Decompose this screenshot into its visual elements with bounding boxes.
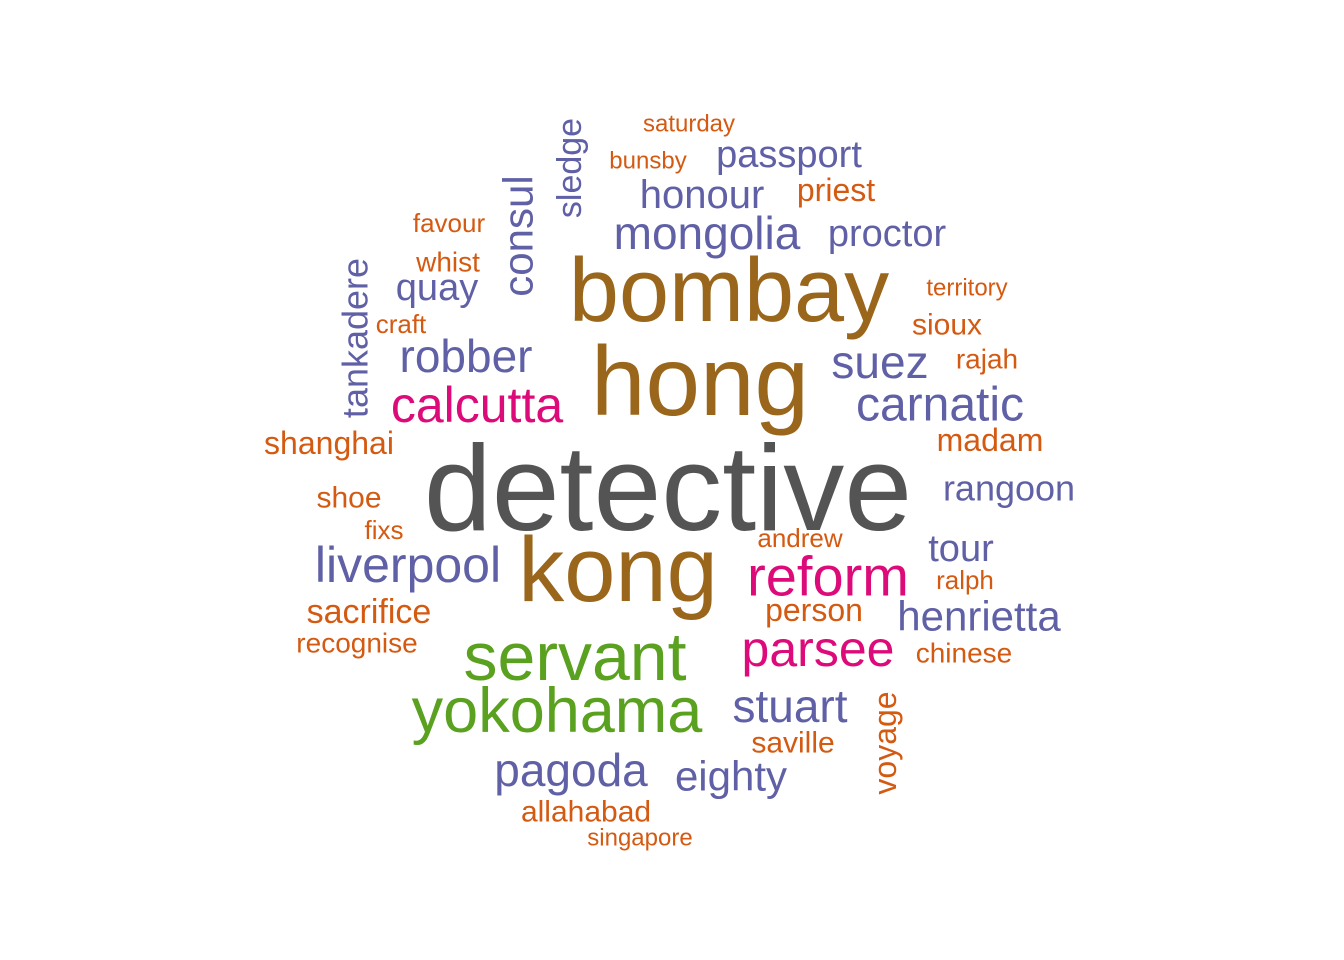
word-yokohama: yokohama <box>412 676 704 746</box>
word-servant: servant <box>464 619 687 695</box>
word-shanghai: shanghai <box>264 425 394 461</box>
word-suez: suez <box>831 336 928 388</box>
word-quay: quay <box>396 267 478 309</box>
word-whist: whist <box>415 247 480 278</box>
word-carnatic: carnatic <box>856 379 1024 432</box>
word-priest: priest <box>797 172 875 208</box>
word-andrew: andrew <box>757 523 842 553</box>
word-tankadere: tankadere <box>335 258 376 418</box>
word-saville: saville <box>751 727 834 760</box>
word-rajah: rajah <box>956 344 1018 375</box>
word-consul: consul <box>495 175 542 296</box>
word-sledge: sledge <box>551 118 589 218</box>
word-hong: hong <box>591 326 809 436</box>
word-voyage: voyage <box>867 691 903 794</box>
word-saturday: saturday <box>643 111 735 138</box>
word-robber: robber <box>400 330 533 382</box>
word-proctor: proctor <box>828 213 947 255</box>
word-stuart: stuart <box>732 680 847 732</box>
word-favour: favour <box>413 208 486 238</box>
word-bunsby: bunsby <box>609 148 686 175</box>
word-sacrifice: sacrifice <box>307 593 432 631</box>
word-eighty: eighty <box>675 753 787 800</box>
word-passport: passport <box>716 134 862 176</box>
word-parsee: parsee <box>742 621 895 677</box>
word-allahabad: allahabad <box>521 796 651 829</box>
word-sioux: sioux <box>912 309 982 342</box>
word-shoe: shoe <box>316 482 381 515</box>
word-ralph: ralph <box>936 565 994 595</box>
word-mongolia: mongolia <box>614 207 801 259</box>
word-madam: madam <box>937 422 1044 458</box>
word-craft: craft <box>376 309 427 339</box>
word-honour: honour <box>640 173 765 217</box>
word-fixs: fixs <box>365 515 404 545</box>
word-chinese: chinese <box>916 638 1013 669</box>
word-bombay: bombay <box>569 241 889 341</box>
word-liverpool: liverpool <box>315 537 501 593</box>
word-singapore: singapore <box>587 825 692 852</box>
word-reform: reform <box>747 545 909 608</box>
word-kong: kong <box>518 519 718 621</box>
word-calcutta: calcutta <box>391 377 564 433</box>
word-detective: detective <box>424 420 912 556</box>
word-pagoda: pagoda <box>494 744 648 796</box>
word-territory: territory <box>926 275 1007 302</box>
word-tour: tour <box>928 528 994 570</box>
word-recognise: recognise <box>296 628 417 659</box>
word-person: person <box>765 592 863 628</box>
word-rangoon: rangoon <box>943 468 1075 509</box>
word-henrietta: henrietta <box>897 593 1061 640</box>
